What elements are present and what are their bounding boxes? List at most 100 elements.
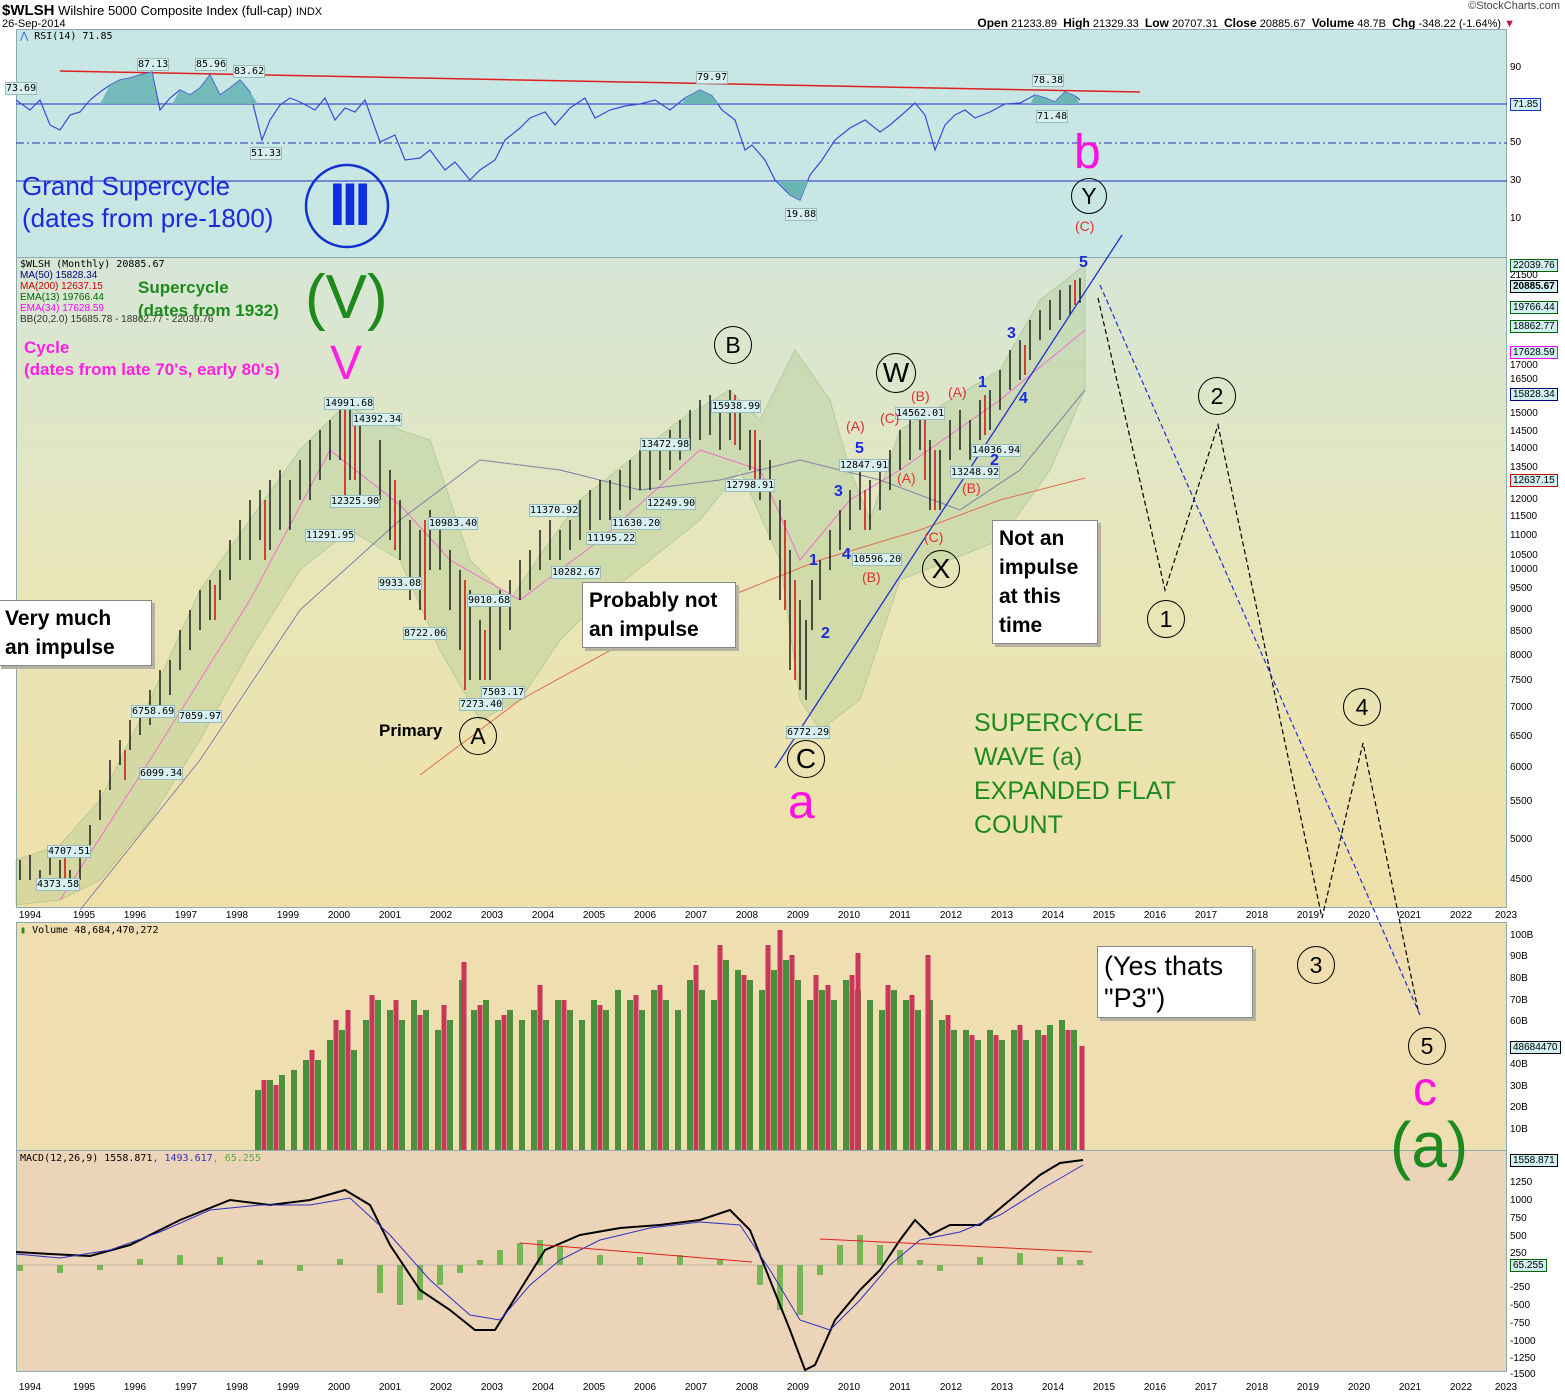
price-label: 9010.68 (467, 594, 512, 607)
price-ytick: 10500 (1510, 550, 1538, 561)
x-tick: 2018 (1245, 1382, 1269, 1393)
bb-mid-tag: 18862.77 (1510, 320, 1558, 333)
macd-value: MACD(12,26,9) 1558.871 (20, 1153, 153, 1164)
wave-C-red-label: (C) (1075, 218, 1095, 234)
price-label: 14991.68 (324, 397, 375, 410)
open-value: 21233.89 (1011, 18, 1057, 30)
x-tick: 2023 (1494, 1382, 1518, 1393)
primary-label: Primary (379, 721, 443, 740)
volume-ytick: 80B (1510, 973, 1528, 984)
down-arrow-icon: ▼ (1504, 18, 1515, 30)
x-tick: 2007 (684, 910, 708, 921)
x-tick: 1996 (123, 1382, 147, 1393)
index-name: Wilshire 5000 Composite Index (full-cap) (58, 3, 293, 18)
open-label: Open (977, 16, 1009, 30)
rsi-peak-label: 71.48 (1036, 110, 1069, 123)
x-tick: 1995 (72, 910, 96, 921)
future-wave-4-circle: 4 (1343, 688, 1381, 726)
price-ytick: 16500 (1510, 374, 1538, 385)
chg-value: -348.22 (-1.64%) (1418, 18, 1502, 30)
ohlc-summary: Open 21233.89 High 21329.33 Low 20707.31… (977, 16, 1515, 30)
price-label: 10596.20 (852, 553, 903, 566)
price-ytick: 7500 (1510, 675, 1533, 686)
ema34-tag: 17628.59 (1510, 346, 1558, 359)
wave-2b-label: 2 (990, 452, 999, 469)
price-label: 11370.92 (529, 504, 580, 517)
x-tick: 1997 (174, 910, 198, 921)
x-tick: 2018 (1245, 910, 1269, 921)
volume-ytick: 90B (1510, 951, 1528, 962)
ema13-legend: EMA(13) 19766.44 (20, 292, 104, 303)
ema34-legend: EMA(34) 17628.59 (20, 303, 104, 314)
ma50-tag: 15828.34 (1510, 388, 1558, 401)
price-label: 9933.08 (378, 577, 423, 590)
price-ytick: 10000 (1510, 564, 1538, 575)
rsi-ytick: 30 (1510, 175, 1522, 186)
projection-path (1097, 297, 1419, 1011)
price-label: 11630.20 (611, 517, 662, 530)
x-tick: 2017 (1194, 910, 1218, 921)
grand-supercycle-label: Grand Supercycle (dates from pre-1800) (22, 170, 273, 234)
macd-ytick: -250 (1510, 1282, 1531, 1293)
price-ytick: 7000 (1510, 702, 1533, 713)
price-ytick: 9000 (1510, 604, 1533, 615)
price-ytick: 13500 (1510, 462, 1538, 473)
x-tick: 2002 (429, 1382, 453, 1393)
macd-hist-value: , 65.255 (212, 1153, 261, 1164)
price-label: 11195.22 (586, 532, 637, 545)
wave-III-circle (304, 163, 390, 249)
rsi-peak-label: 87.13 (137, 58, 170, 71)
x-tick: 2011 (889, 1382, 911, 1393)
price-label: 14562.01 (895, 407, 946, 420)
wave-1b-label: 1 (978, 374, 987, 391)
macd-ytick: 1250 (1510, 1177, 1533, 1188)
price-ytick: 4500 (1510, 874, 1533, 885)
x-tick: 2014 (1041, 910, 1065, 921)
rsi-peak-label: 83.62 (233, 65, 266, 78)
volume-legend-value: Volume 48,684,470,272 (32, 925, 159, 936)
x-tick: 2009 (786, 910, 810, 921)
x-tick: 2001 (378, 910, 402, 921)
volume-ytick: 20B (1510, 1102, 1528, 1113)
rsi-peak-label: 51.33 (250, 147, 283, 160)
price-legend-title: $WLSH (Monthly) 20885.67 (20, 259, 165, 270)
x-tick: 1998 (225, 1382, 249, 1393)
wave-5-label: 5 (855, 440, 864, 457)
wave-1-label: 1 (809, 552, 818, 569)
macd-legend: MACD(12,26,9) 1558.871, 1493.617, 65.255 (20, 1153, 261, 1164)
x-tick: 2019 (1296, 910, 1320, 921)
wave-W-circle: W (876, 353, 916, 393)
x-tick: 2001 (378, 1382, 402, 1393)
rsi-ytick: 50 (1510, 137, 1522, 148)
callout-line: time (999, 614, 1043, 637)
x-tick: 2013 (990, 910, 1014, 921)
x-tick: 2012 (939, 910, 963, 921)
price-label: 7059.97 (178, 710, 223, 723)
price-ytick: 21500 (1510, 270, 1538, 281)
macd-ytick: -750 (1510, 1318, 1531, 1329)
x-tick: 2019 (1296, 1382, 1320, 1393)
wave-4b-label: 4 (1019, 390, 1028, 407)
volume-ytick: 40B (1510, 1059, 1528, 1070)
rsi-legend: ⋀ RSI(14) 71.85 (20, 31, 113, 42)
wave-B-red2: (B) (862, 569, 881, 585)
rsi-peak-label: 78.38 (1032, 74, 1065, 87)
price-label: 14392.34 (352, 413, 403, 426)
price-label: 4373.58 (36, 878, 81, 891)
bb-legend: BB(20,2.0) 15685.78 - 18862.77 - 22039.7… (20, 314, 214, 325)
x-tick: 1997 (174, 1382, 198, 1393)
x-tick: 2008 (735, 1382, 759, 1393)
volume-ytick: 30B (1510, 1081, 1528, 1092)
wave-V-cycle-label: V (330, 337, 363, 390)
rsi-value: RSI(14) 71.85 (34, 31, 113, 42)
x-tick: 1994 (18, 1382, 42, 1393)
volume-label: Volume (1311, 16, 1355, 30)
ma200-tag: 12637.15 (1510, 474, 1558, 487)
price-ytick: 6000 (1510, 762, 1533, 773)
rsi-peak-label: 79.97 (696, 71, 729, 84)
note-line: EXPANDED FLAT (974, 777, 1176, 805)
close-tag: 20885.67 (1510, 280, 1558, 293)
price-label: 8722.06 (403, 627, 448, 640)
wave-A-red3: (A) (948, 384, 967, 400)
rsi-peak-label: 85.96 (195, 58, 228, 71)
